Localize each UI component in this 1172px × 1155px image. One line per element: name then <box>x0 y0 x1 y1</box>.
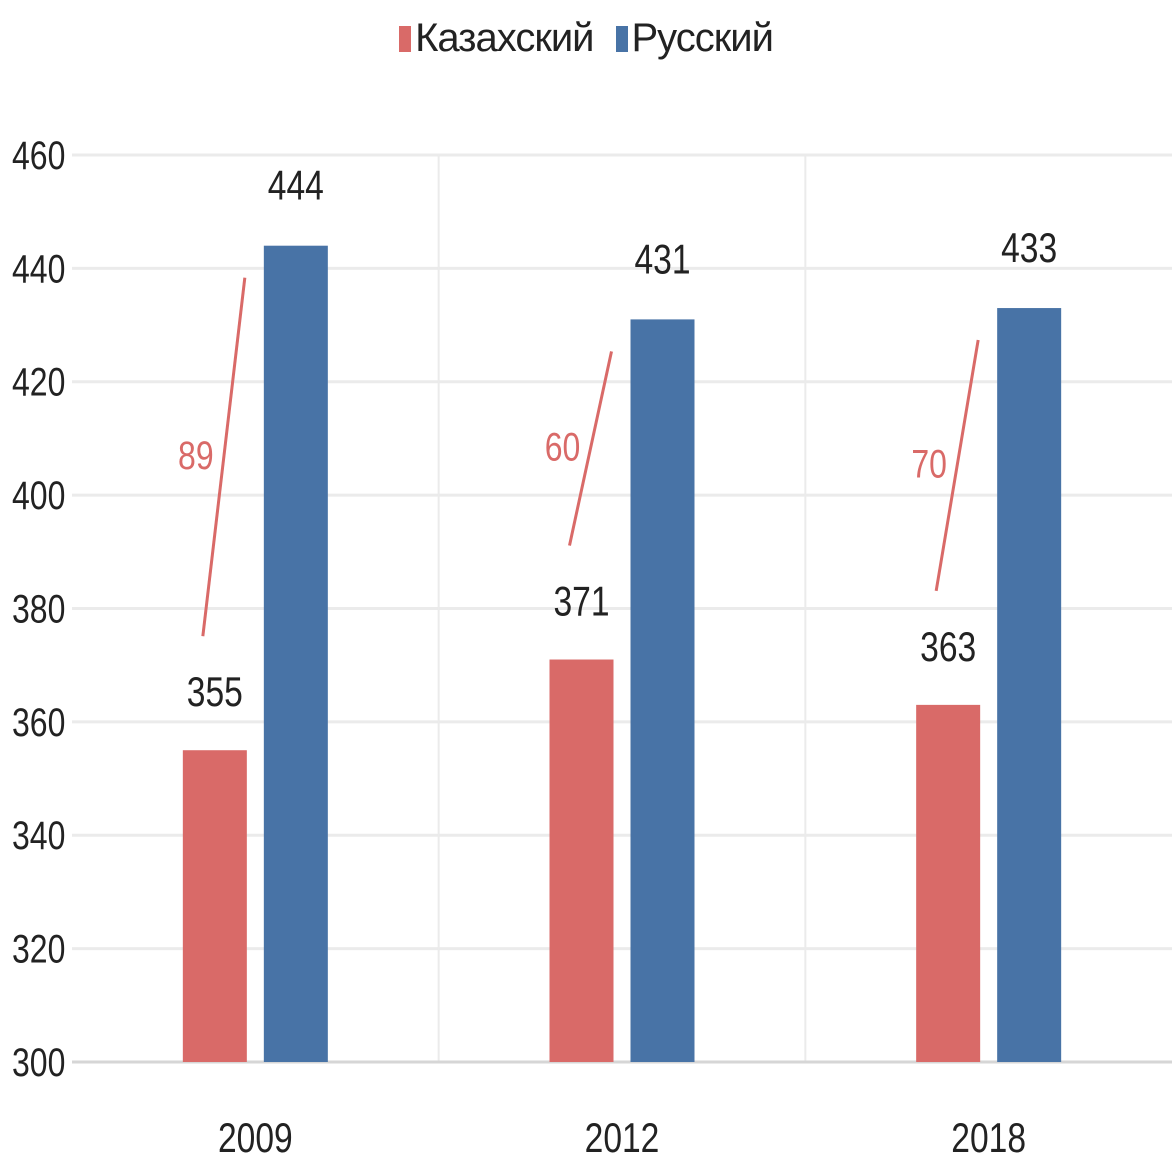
gap-label: 60 <box>545 424 581 469</box>
y-tick-label: 300 <box>12 1040 65 1085</box>
gap-connector-line <box>568 351 613 546</box>
bar-kazakh <box>549 659 614 1062</box>
bar-russian <box>997 308 1062 1062</box>
y-tick-label: 380 <box>12 586 65 631</box>
gap-connector-line <box>201 277 247 637</box>
bar-kazakh <box>182 750 247 1062</box>
y-tick-label: 420 <box>12 359 65 404</box>
data-label-russian: 433 <box>1001 226 1057 272</box>
y-tick-label: 440 <box>12 246 65 291</box>
gap-label: 70 <box>911 441 947 486</box>
gap-connector-line <box>934 339 980 592</box>
legend-label-kazakh: Казахский <box>415 16 594 60</box>
data-label-kazakh: 355 <box>187 670 243 716</box>
gap-label: 89 <box>178 433 214 478</box>
legend-label-russian: Русский <box>631 16 774 60</box>
legend-item-russian: Русский <box>615 16 774 61</box>
y-tick-label: 340 <box>12 813 65 858</box>
x-tick-label: 2009 <box>218 1116 293 1155</box>
bar-kazakh <box>916 704 981 1062</box>
data-label-russian: 431 <box>634 237 690 283</box>
legend-item-kazakh: Казахский <box>399 16 595 61</box>
legend-swatch-russian <box>615 25 628 52</box>
data-label-kazakh: 371 <box>553 579 609 625</box>
y-tick-label: 320 <box>12 926 65 971</box>
legend-swatch-kazakh <box>399 25 412 52</box>
chart-legend: Казахский Русский <box>0 16 1172 61</box>
y-tick-label: 400 <box>12 473 65 518</box>
x-tick-label: 2018 <box>951 1116 1026 1155</box>
x-tick-label: 2012 <box>585 1116 660 1155</box>
data-label-russian: 444 <box>268 163 324 209</box>
bar-russian <box>263 245 328 1062</box>
bar-russian <box>630 319 695 1062</box>
data-label-kazakh: 363 <box>920 624 976 670</box>
y-tick-label: 460 <box>12 133 65 178</box>
y-tick-label: 360 <box>12 699 65 744</box>
